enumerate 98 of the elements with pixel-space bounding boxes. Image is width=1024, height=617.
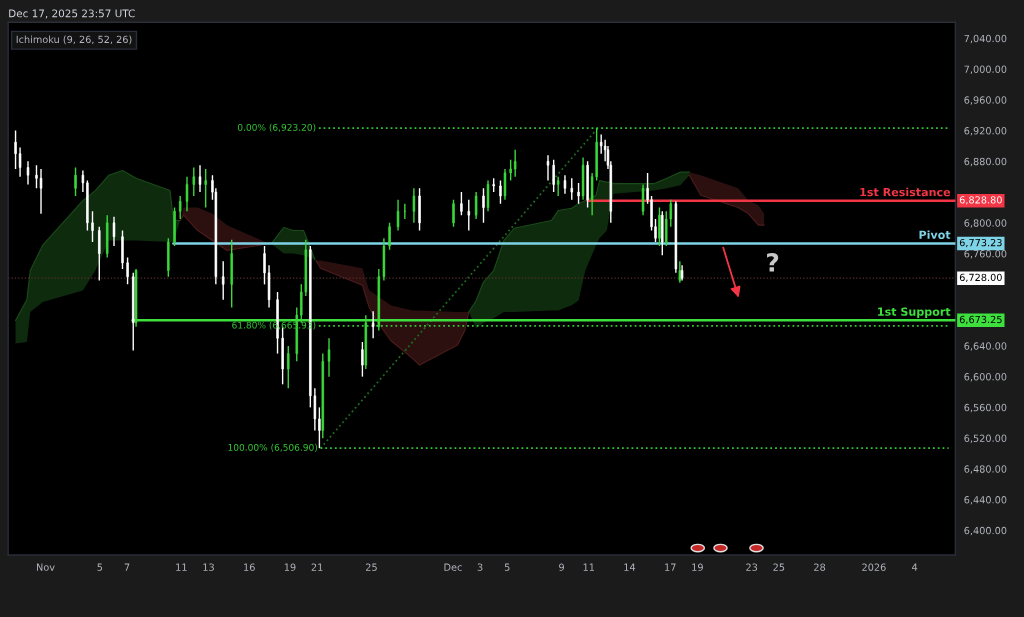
y-tick-label: 6,800.00 — [964, 219, 1007, 228]
legend-label: 1st Support — [878, 307, 951, 319]
x-tick-label: 19 — [692, 563, 703, 571]
y-tick-label: 6,760.00 — [964, 250, 1007, 259]
candlestick — [204, 168, 207, 209]
x-tick-label: 28 — [814, 563, 826, 571]
x-tick-label: 17 — [665, 563, 676, 571]
candlestick — [26, 160, 30, 186]
candlestick — [467, 199, 471, 232]
x-tick-label: 11 — [176, 563, 187, 571]
data-label: 6,828.80 — [959, 196, 1002, 205]
candlestick — [185, 176, 189, 213]
candlestick — [126, 256, 129, 286]
candlestick — [287, 345, 290, 389]
candlestick — [81, 169, 85, 193]
candlestick — [396, 199, 400, 232]
candlestick — [112, 216, 116, 247]
candlestick — [361, 341, 364, 378]
series-label: 0.00% (6,923.20) — [237, 123, 316, 132]
x-tick-label: 5 — [504, 563, 510, 571]
ref-line-label: 6,728.00 — [959, 273, 1002, 283]
candlestick — [486, 179, 490, 213]
candlestick — [509, 159, 512, 182]
candlestick — [388, 222, 391, 251]
candlestick — [371, 310, 375, 339]
candlestick — [482, 187, 485, 224]
candlestick — [98, 226, 101, 282]
y-tick-label: 6,560.00 — [964, 403, 1007, 413]
candlestick — [460, 191, 463, 216]
x-tick-label: 5 — [97, 563, 103, 571]
annotation: ? — [767, 252, 779, 272]
candlestick — [74, 166, 77, 197]
candlestick — [173, 206, 176, 247]
y-tick-label: 6,480.00 — [964, 465, 1007, 474]
x-tick-label: 23 — [746, 563, 758, 571]
x-tick-label: 19 — [284, 563, 296, 571]
annotation: Ichimoku (9, 26, 52, 26) — [16, 35, 132, 45]
y-tick-label: 6,440.00 — [964, 496, 1007, 505]
x-tick-label: 25 — [365, 563, 377, 571]
x-tick-label: 14 — [624, 563, 636, 571]
series-label: 100.00% (6,506.90) — [228, 443, 318, 452]
candlestick — [403, 202, 407, 220]
data-label: 6,673.25 — [959, 315, 1002, 325]
x-tick-label: 13 — [203, 563, 214, 571]
candlestick — [499, 179, 502, 205]
candlestick — [178, 195, 182, 220]
y-tick-label: 7,000.00 — [964, 65, 1007, 74]
series-label: 1st Resistance — [860, 187, 951, 197]
candlestick — [327, 337, 331, 378]
candlestick — [192, 166, 196, 197]
candlestick — [641, 183, 645, 216]
chart-title: Dec 17, 2025 23:57 UTC — [9, 9, 135, 19]
x-tick-label: 3 — [477, 563, 483, 571]
candlestick — [563, 174, 567, 195]
candlestick — [658, 206, 661, 247]
x-tick-label: 11 — [583, 563, 595, 571]
candlestick — [318, 406, 321, 449]
candlestick — [586, 160, 589, 209]
x-tick-label: 9 — [559, 563, 564, 571]
candlestick — [121, 229, 124, 270]
candlestick — [221, 260, 225, 301]
x-tick-label: 7 — [124, 563, 130, 571]
candlestick — [503, 168, 507, 201]
x-tick-label: 25 — [773, 563, 785, 571]
candlestick — [577, 182, 580, 205]
x-tick-label: Nov — [37, 563, 55, 571]
candlestick — [513, 149, 517, 178]
y-tick-label: 7,040.00 — [964, 34, 1007, 44]
candlestick — [18, 146, 22, 178]
y-tick-label: 6,600.00 — [964, 373, 1007, 382]
x-tick-label: 21 — [311, 563, 323, 571]
x-tick-label: 2026 — [862, 563, 886, 571]
candlestick — [39, 168, 43, 215]
candlestick — [556, 176, 560, 197]
y-tick-label: 6,880.00 — [964, 157, 1007, 167]
candlestick — [14, 129, 17, 170]
candlestick — [418, 187, 421, 232]
candlestick — [198, 164, 202, 193]
x-tick-label: 4 — [912, 563, 918, 571]
candlestick — [546, 154, 550, 182]
candlestick — [452, 199, 455, 228]
candlestick — [263, 245, 266, 286]
data-label: 6,773.23 — [959, 238, 1002, 248]
candlestick — [552, 159, 555, 193]
x-tick-label: Dec — [444, 563, 462, 571]
candlestick — [86, 179, 89, 232]
y-tick-label: 6,640.00 — [964, 342, 1007, 351]
x-tick-label: 16 — [244, 563, 255, 571]
y-tick-label: 6,920.00 — [964, 127, 1007, 136]
candlestick — [412, 187, 416, 224]
y-tick-label: 6,960.00 — [964, 96, 1007, 105]
candlestick — [91, 210, 94, 243]
candlestick — [474, 191, 478, 220]
candlestick — [492, 177, 495, 193]
y-tick-label: 6,520.00 — [964, 434, 1007, 443]
y-tick-label: 6,400.00 — [964, 526, 1007, 536]
candlestick — [570, 177, 573, 201]
series-label: Pivot — [919, 230, 951, 239]
